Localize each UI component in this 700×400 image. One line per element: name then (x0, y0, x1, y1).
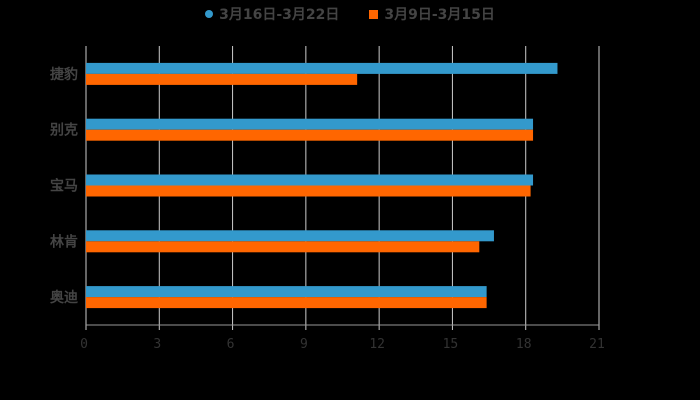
legend-item-series1[interactable]: 3月16日-3月22日 (205, 4, 339, 24)
legend-label-series2: 3月9日-3月15日 (384, 7, 495, 23)
category-label: 林肯 (50, 233, 78, 250)
chart-legend: 3月16日-3月22日 3月9日-3月15日 (0, 4, 700, 24)
x-tick-label: 3 (153, 337, 161, 352)
bar-1 (86, 230, 494, 242)
bar-2 (86, 129, 534, 141)
category-label: 奥迪 (50, 289, 78, 306)
bar-2 (86, 297, 487, 309)
x-tick-label: 15 (443, 337, 459, 352)
legend-item-series2[interactable]: 3月9日-3月15日 (369, 4, 495, 24)
bar-1 (86, 174, 534, 186)
bar-1 (86, 118, 534, 130)
x-tick-label: 9 (300, 337, 308, 352)
bar-2 (86, 185, 531, 197)
x-tick-label: 6 (227, 337, 235, 352)
bar-2 (86, 241, 480, 253)
square-icon (369, 9, 379, 19)
x-tick-label: 18 (516, 337, 532, 352)
category-label: 捷豹 (50, 66, 78, 83)
bar-1 (86, 286, 487, 298)
x-tick-label: 0 (80, 337, 88, 352)
category-label: 别克 (49, 122, 78, 139)
x-tick-label: 21 (589, 337, 605, 352)
bar-1 (86, 62, 558, 74)
x-tick-label: 12 (369, 337, 385, 352)
bar-2 (86, 73, 358, 85)
legend-label-series1: 3月16日-3月22日 (219, 7, 340, 23)
category-label: 宝马 (50, 178, 78, 195)
circle-icon (205, 10, 214, 18)
